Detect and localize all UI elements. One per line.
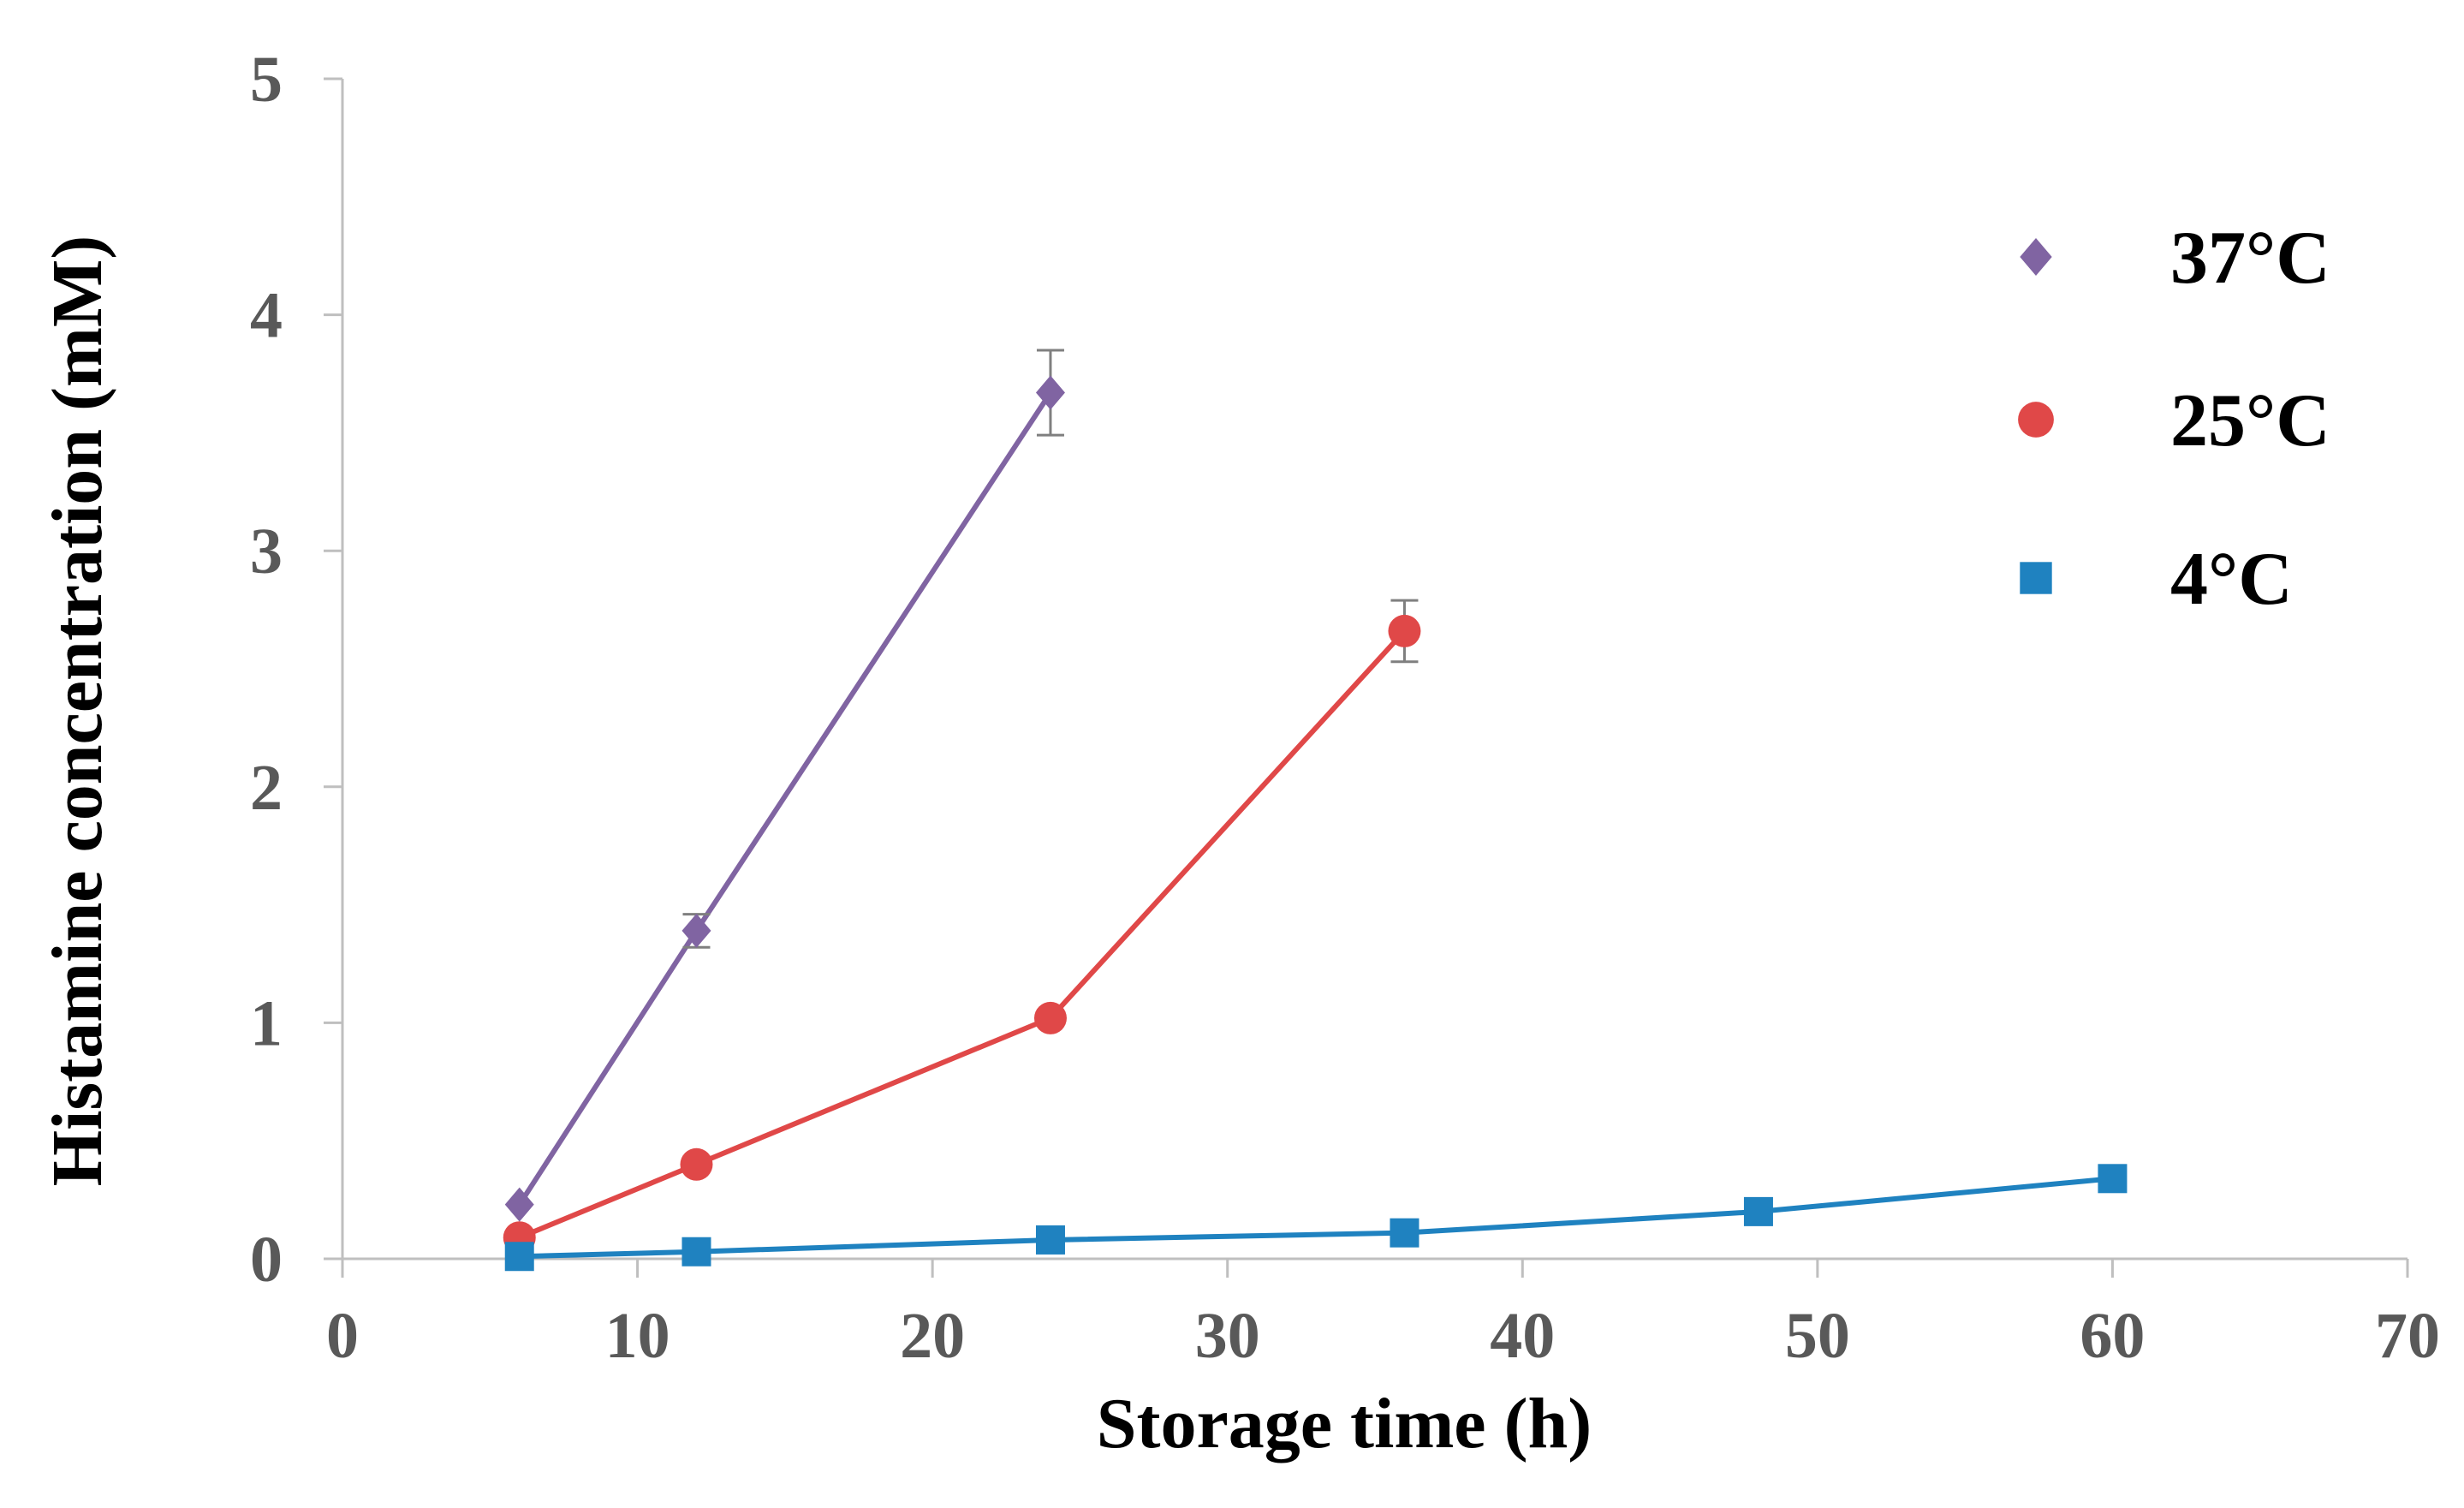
series-square: [504, 1164, 2128, 1272]
x-tick-label: 50: [1785, 1300, 1850, 1372]
x-tick-label: 70: [2375, 1300, 2440, 1372]
y-tick-label: 1: [250, 987, 283, 1059]
y-tick-label: 5: [250, 44, 283, 116]
x-tick-label: 60: [2080, 1300, 2145, 1372]
x-tick-label: 20: [900, 1300, 965, 1372]
axes: [341, 79, 2407, 1261]
legend: 37°C 25°C 4°C: [2018, 217, 2330, 621]
data-point: [504, 1187, 534, 1222]
legend-label: 37°C: [2170, 217, 2330, 300]
legend-marker: [2020, 562, 2052, 594]
x-tick-label: 40: [1490, 1300, 1555, 1372]
series-line: [519, 1176, 2113, 1260]
data-point: [681, 913, 711, 948]
legend-marker: [2018, 402, 2054, 438]
legend-item: 4°C: [2020, 538, 2293, 621]
y-tick-label: 3: [250, 516, 283, 587]
x-tick-label: 10: [605, 1300, 670, 1372]
data-point: [504, 1242, 534, 1272]
y-axis-title: Histamine concentration (mM): [38, 235, 117, 1186]
y-tick-label: 4: [250, 280, 283, 352]
series-line: [517, 390, 1053, 1207]
data-point: [1743, 1196, 1773, 1226]
x-axis-title: Storage time (h): [1097, 1384, 1592, 1463]
series-diamond: [504, 349, 1065, 1222]
data-point: [1035, 1225, 1065, 1255]
series-line: [518, 629, 1407, 1240]
legend-item: 25°C: [2018, 379, 2330, 462]
x-tick-label: 0: [326, 1300, 359, 1372]
data-point: [680, 1147, 713, 1181]
y-tick-label: 0: [250, 1224, 283, 1296]
data-point: [1035, 375, 1065, 410]
data-point: [681, 1237, 711, 1267]
y-ticks: 0 1 2 3 4 5: [250, 44, 342, 1296]
x-ticks: 0 10 20 30 40 50 60 70: [326, 1259, 2440, 1372]
x-tick-label: 30: [1195, 1300, 1260, 1372]
data-point: [1390, 1218, 1419, 1248]
legend-label: 25°C: [2170, 379, 2330, 462]
legend-marker: [2020, 238, 2052, 276]
data-point: [1388, 614, 1421, 647]
data-point: [2098, 1164, 2128, 1194]
legend-label: 4°C: [2170, 538, 2293, 621]
series-circle: [503, 599, 1421, 1255]
data-point: [1033, 1001, 1067, 1034]
series-layer: [503, 349, 2128, 1272]
y-tick-label: 2: [250, 752, 283, 824]
legend-item: 37°C: [2020, 217, 2330, 300]
